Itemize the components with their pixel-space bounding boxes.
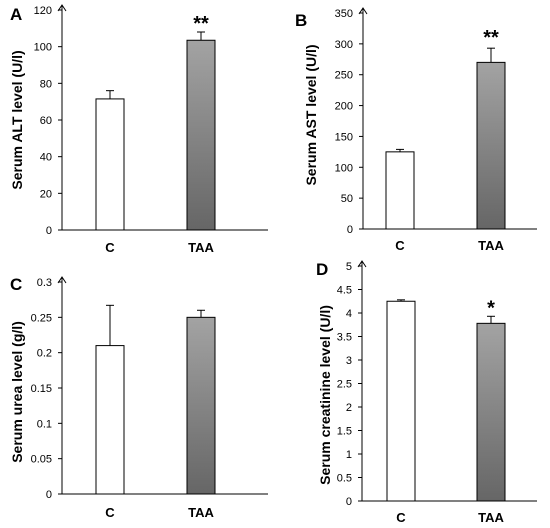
y-tick-label: 4 (346, 308, 352, 320)
y-tick-label: 150 (335, 131, 353, 143)
y-axis-label: Serum AST level (U/l) (303, 44, 319, 185)
panel-letter: C (10, 275, 22, 294)
panel-letter: A (10, 5, 22, 24)
chart-panel-c: C Serum urea level (g/l) 0 0.05 0.1 0.15 0.2 0.… (9, 275, 268, 520)
y-tick-label: 50 (341, 193, 353, 205)
x-tick-label: TAA (188, 505, 214, 520)
bar-c (385, 151, 415, 230)
bar-taa (186, 316, 216, 495)
y-tick-label: 100 (34, 42, 52, 54)
y-axis-arrow (57, 276, 67, 284)
y-tick-label: 60 (40, 115, 52, 127)
y-tick-label: 2.5 (337, 379, 352, 391)
y-axis-arrow (357, 260, 367, 268)
y-tick-label: 0.15 (31, 383, 52, 395)
y-tick-label: 1.5 (337, 426, 352, 438)
y-tick-label: 300 (335, 39, 353, 51)
y-tick-label: 100 (335, 162, 353, 174)
y-tick-label: 0 (46, 225, 52, 237)
chart-panel-d: D Serum creatinine level (U/l) 0 0.5 1 1.5 2 2.… (316, 260, 537, 525)
x-tick-label: C (105, 240, 115, 255)
y-tick-label: 1 (346, 449, 352, 461)
y-tick-label: 0.5 (337, 473, 352, 485)
y-tick-label: 0 (347, 224, 353, 236)
x-tick-label: TAA (478, 238, 504, 253)
x-tick-label: C (395, 238, 405, 253)
y-tick-label: 350 (335, 8, 353, 20)
bar-c (95, 345, 125, 495)
significance-mark: ** (193, 13, 209, 35)
chart-panel-a: A Serum ALT level (U/l) 0 20 40 60 80 100 120 C TA… (9, 4, 268, 255)
bar-taa (476, 322, 506, 502)
y-tick-label: 80 (40, 78, 52, 90)
y-tick-label: 40 (40, 152, 52, 164)
panel-letter: B (295, 11, 307, 30)
y-tick-label: 0 (46, 489, 52, 501)
bar-c (386, 300, 416, 502)
y-axis-arrow (57, 4, 67, 12)
y-tick-label: 0.25 (31, 312, 52, 324)
chart-panel-b: B Serum AST level (U/l) 0 50 100 150 200 250 300… (295, 7, 537, 253)
x-tick-label: C (396, 510, 406, 525)
bar-c (95, 98, 125, 231)
y-tick-label: 20 (40, 188, 52, 200)
significance-mark: ** (483, 27, 499, 49)
bar-taa (186, 39, 216, 231)
y-tick-label: 0 (346, 496, 352, 508)
y-tick-label: 0.1 (37, 418, 52, 430)
y-tick-label: 4.5 (337, 285, 352, 297)
y-tick-label: 250 (335, 70, 353, 82)
y-tick-label: 0.05 (31, 454, 52, 466)
significance-mark: * (487, 297, 495, 319)
y-tick-label: 0.2 (37, 348, 52, 360)
y-tick-label: 3.5 (337, 332, 352, 344)
x-tick-label: TAA (478, 510, 504, 525)
y-axis-arrow (358, 7, 368, 15)
y-tick-label: 5 (346, 261, 352, 273)
y-axis-label: Serum urea level (g/l) (9, 321, 25, 463)
bar-taa (476, 61, 506, 230)
x-tick-label: C (105, 505, 115, 520)
y-tick-label: 0.3 (37, 277, 52, 289)
x-tick-label: TAA (188, 240, 214, 255)
y-tick-label: 120 (34, 5, 52, 17)
y-tick-label: 200 (335, 101, 353, 113)
y-axis-label: Serum ALT level (U/l) (9, 50, 25, 189)
panel-letter: D (316, 260, 328, 279)
y-axis-label: Serum creatinine level (U/l) (317, 305, 333, 485)
y-tick-label: 3 (346, 355, 352, 367)
y-tick-label: 2 (346, 402, 352, 414)
